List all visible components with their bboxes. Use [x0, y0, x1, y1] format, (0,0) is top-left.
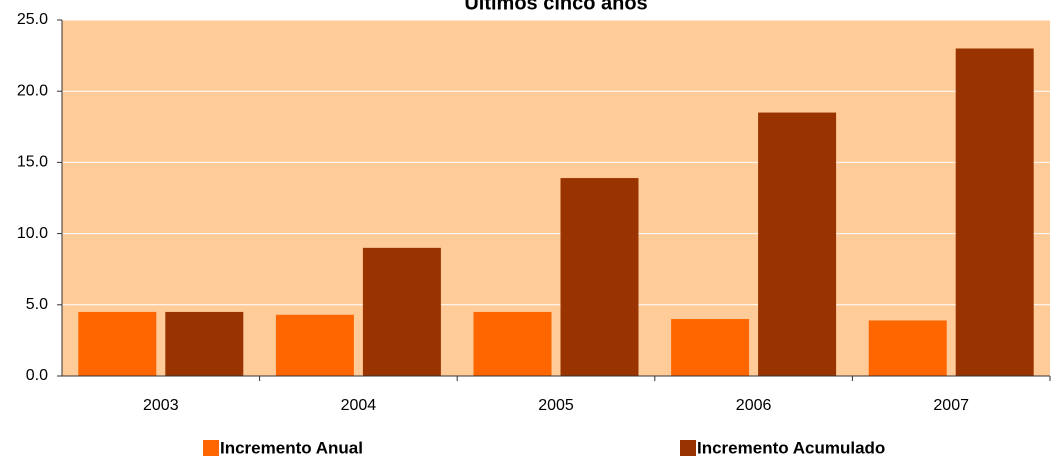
y-tick-label: 10.0 — [17, 225, 48, 242]
y-tick-label: 20.0 — [17, 82, 48, 99]
y-tick-label: 25.0 — [17, 11, 48, 28]
bar — [165, 311, 244, 376]
y-tick-label: 15.0 — [17, 154, 48, 171]
bar — [758, 112, 837, 376]
bar — [473, 311, 552, 376]
bar — [868, 320, 947, 376]
bar — [955, 48, 1034, 376]
y-tick-label: 0.0 — [26, 367, 48, 384]
chart-title: Últimos cinco años — [464, 0, 647, 14]
x-tick-label: 2006 — [736, 397, 772, 414]
bar — [560, 178, 639, 376]
legend-label: Incremento Acumulado — [697, 438, 885, 457]
bar — [78, 311, 157, 376]
legend-label: Incremento Anual — [220, 438, 363, 457]
legend-swatch — [203, 440, 219, 456]
x-tick-label: 2005 — [538, 397, 574, 414]
bar — [362, 247, 441, 376]
x-tick-label: 2004 — [341, 397, 377, 414]
bar — [275, 314, 354, 376]
x-tick-label: 2007 — [933, 397, 969, 414]
legend-swatch — [680, 440, 696, 456]
y-tick-label: 5.0 — [26, 296, 48, 313]
bar — [671, 319, 750, 376]
x-tick-label: 2003 — [143, 397, 179, 414]
